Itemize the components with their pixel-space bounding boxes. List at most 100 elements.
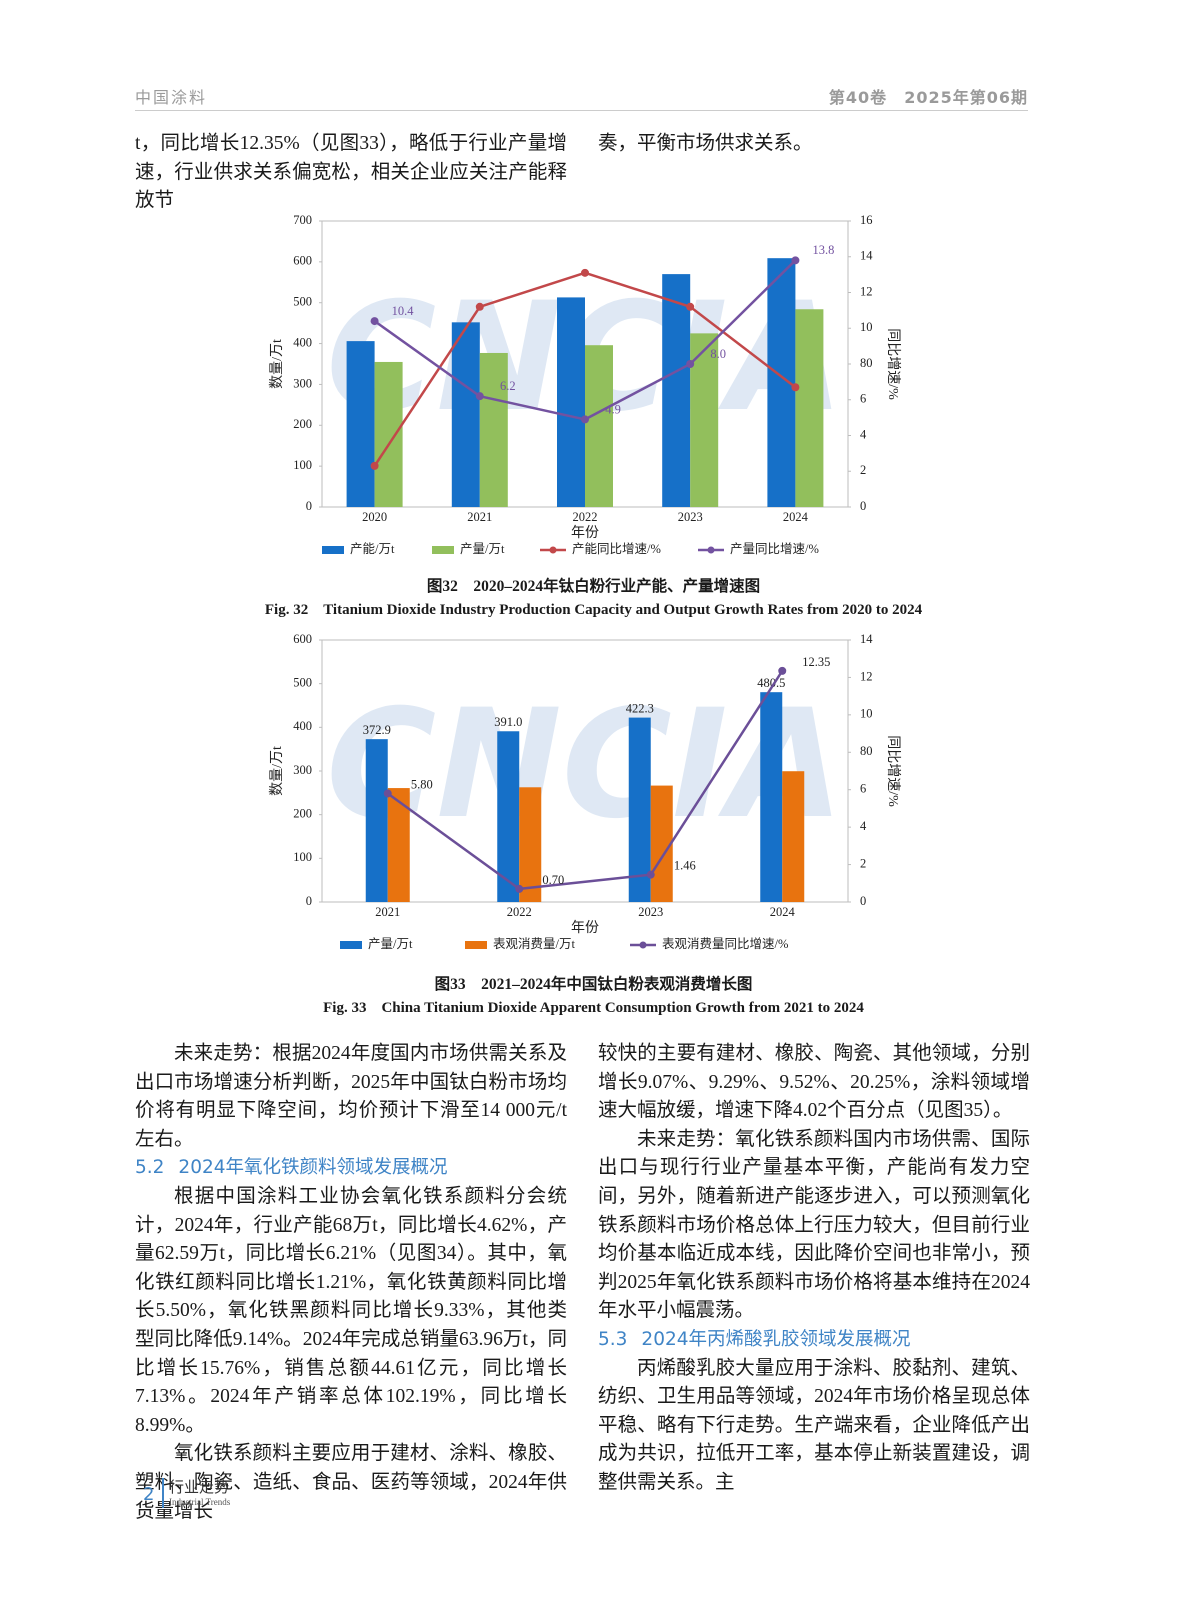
- bar: [690, 333, 719, 507]
- line-value-label: 5.80: [411, 777, 433, 791]
- bar: [451, 322, 480, 507]
- section-heading: 5.3 2024年丙烯酸乳胶领域发展概况: [598, 1326, 1030, 1355]
- y2-tick-label: 16: [860, 213, 873, 227]
- y2-axis-title: 同比增速/%: [885, 735, 901, 807]
- y2-tick-label: 12: [860, 284, 873, 298]
- y-tick-label: 0: [306, 894, 312, 908]
- paragraph: 未来走势：根据2024年度国内市场供需关系及出口市场增速分析判断，2025年中国…: [135, 1043, 567, 1150]
- x-axis-title: 年份: [571, 920, 599, 936]
- y2-tick-label: 12: [860, 669, 873, 683]
- y2-tick-label: 0: [860, 894, 866, 908]
- legend-label: 产能同比增速/%: [572, 541, 661, 556]
- legend-label: 产量/万t: [368, 937, 413, 951]
- column-right: 较快的主要有建材、橡胶、陶瓷、其他领域，分别增长9.07%、9.29%、9.52…: [598, 1040, 1030, 1498]
- y2-tick-label: 80: [860, 744, 873, 758]
- y-axis-title: 数量/万t: [269, 746, 285, 796]
- line-marker: [370, 317, 379, 326]
- line-marker: [778, 666, 787, 675]
- column-left-top: t，同比增长12.35%（见图33），略低于行业产量增速，行业供求关系偏宽松，相…: [135, 130, 567, 216]
- bar: [585, 345, 613, 507]
- footer-section-en: Industrial Trends: [169, 1497, 231, 1507]
- legend-swatch: [340, 941, 362, 949]
- y-axis-title: 数量/万t: [269, 339, 285, 389]
- bar: [795, 309, 824, 507]
- y2-tick-label: 80: [860, 356, 873, 370]
- y2-tick-label: 2: [860, 856, 866, 870]
- y2-tick-label: 0: [860, 499, 866, 513]
- legend-label: 产量/万t: [460, 542, 505, 556]
- y-tick-label: 700: [293, 213, 312, 227]
- bar: [557, 297, 585, 507]
- bar: [387, 788, 410, 902]
- x-axis-title: 年份: [571, 525, 599, 541]
- paragraph: 丙烯酸乳胶大量应用于涂料、胶黏剂、建筑、纺织、卫生用品等领域，2024年市场价格…: [598, 1357, 1030, 1493]
- line-marker: [686, 360, 695, 368]
- y-tick-label: 400: [293, 719, 312, 733]
- bar: [346, 341, 375, 507]
- issue-info: 第40卷 2025年第06期: [829, 84, 1028, 108]
- figure-caption: 图33 2021–2024年中国钛白粉表观消费增长图: [434, 976, 753, 993]
- paragraph: t，同比增长12.35%（见图33），略低于行业产量增速，行业供求关系偏宽松，相…: [135, 133, 567, 212]
- line-marker: [475, 302, 484, 311]
- paragraph: 较快的主要有建材、橡胶、陶瓷、其他领域，分别增长9.07%、9.29%、9.52…: [598, 1043, 1030, 1122]
- y-tick-label: 300: [293, 763, 312, 777]
- chart: CNCIA01002003004005006000246801012142021…: [269, 632, 901, 951]
- line-marker: [515, 884, 524, 893]
- line: [387, 670, 784, 891]
- x-tick-label: 2023: [678, 510, 703, 524]
- section-number: 5.3: [598, 1328, 628, 1350]
- y2-tick-label: 10: [860, 707, 873, 721]
- line-value-label: 6.2: [500, 379, 516, 393]
- footer-section: 行业走势: [169, 1478, 230, 1496]
- x-tick-label: 2020: [362, 510, 387, 524]
- line-marker: [581, 415, 589, 424]
- figure-caption-en: Fig. 33 China Titanium Dioxide Apparent …: [323, 1000, 864, 1016]
- figure-caption: 图32 2020–2024年钛白粉行业产能、产量增速图: [426, 578, 761, 595]
- legend-swatch: [549, 546, 557, 554]
- y-tick-label: 600: [293, 254, 312, 268]
- section-number: 5.2: [135, 1157, 165, 1179]
- y-tick-label: 300: [293, 376, 312, 390]
- line-value-label: 4.9: [605, 402, 621, 416]
- legend-swatch: [322, 546, 344, 554]
- y2-tick-label: 14: [860, 632, 873, 646]
- line-value-label: 12.35: [802, 655, 830, 669]
- x-tick-label: 2024: [770, 905, 796, 919]
- x-tick-label: 2021: [375, 905, 400, 919]
- page-number: 2: [143, 1484, 155, 1505]
- paragraph: 奏，平衡市场供求关系。: [598, 133, 813, 154]
- line-value-label: 8.0: [710, 347, 726, 361]
- column-left: 未来走势：根据2024年度国内市场供需关系及出口市场增速分析判断，2025年中国…: [135, 1040, 567, 1526]
- bar: [519, 787, 542, 902]
- line-marker: [791, 383, 800, 392]
- section-title: 2024年丙烯酸乳胶领域发展概况: [641, 1328, 911, 1350]
- paragraph: 根据中国涂料工业协会氧化铁系颜料分会统计，2024年，行业产能68万t，同比增长…: [135, 1185, 567, 1436]
- line-value-label: 10.4: [392, 304, 415, 318]
- line-marker: [646, 870, 655, 879]
- bar-value-label: 372.9: [363, 723, 391, 737]
- y-tick-label: 200: [293, 417, 312, 431]
- y2-axis-title: 同比增速/%: [885, 328, 901, 400]
- y-tick-label: 400: [293, 335, 312, 349]
- line-marker: [370, 461, 379, 470]
- line-value-label: 0.70: [542, 873, 564, 887]
- bar-value-label: 391.0: [494, 715, 522, 729]
- legend-swatch: [639, 941, 647, 949]
- legend-label: 产量同比增速/%: [730, 541, 819, 556]
- bar-value-label: 422.3: [626, 701, 654, 715]
- paragraph: 氧化铁系颜料主要应用于建材、涂料、橡胶、塑料、陶瓷、造纸、食品、医药等领域，20…: [135, 1443, 567, 1522]
- line-marker: [581, 268, 589, 277]
- y2-tick-label: 2: [860, 463, 866, 477]
- legend-swatch: [432, 546, 454, 554]
- y2-tick-label: 10: [860, 320, 873, 334]
- chart: CNCIA01002003004005006007000246801012141…: [269, 213, 901, 556]
- y-tick-label: 500: [293, 676, 312, 690]
- line-value-label: 13.8: [812, 243, 834, 257]
- y2-tick-label: 4: [860, 427, 867, 441]
- x-tick-label: 2022: [507, 905, 532, 919]
- x-tick-label: 2024: [783, 510, 809, 524]
- column-right-top: 奏，平衡市场供求关系。: [598, 130, 1030, 159]
- y2-tick-label: 4: [860, 819, 867, 833]
- bar: [365, 739, 388, 902]
- bar-value-label: 480.5: [757, 676, 785, 690]
